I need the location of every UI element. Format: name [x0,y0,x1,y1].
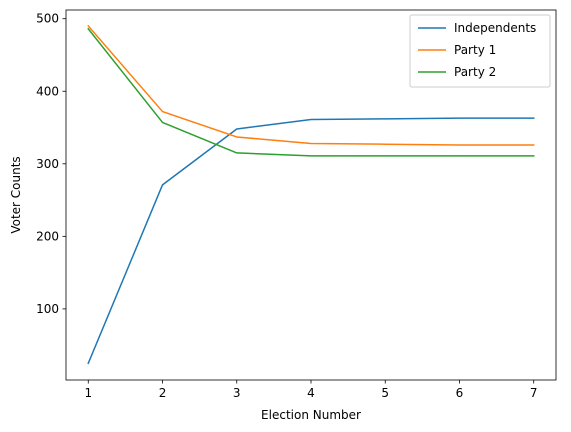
legend-label: Party 1 [454,43,496,57]
x-axis-ticks: 1 2 3 4 5 6 7 [84,380,538,400]
x-tick-label: 4 [307,386,315,400]
x-tick-label: 2 [159,386,167,400]
legend-label: Independents [454,21,536,35]
x-tick-label: 5 [381,386,389,400]
y-tick-label: 200 [36,229,59,243]
y-tick-label: 300 [36,157,59,171]
y-tick-label: 100 [36,302,59,316]
y-tick-label: 500 [36,12,59,26]
x-axis-label: Election Number [261,408,361,422]
y-axis-ticks: 100 200 300 400 500 [36,12,66,316]
x-tick-label: 6 [456,386,464,400]
x-tick-label: 1 [84,386,92,400]
series-line-independents [87,117,535,365]
y-tick-label: 400 [36,84,59,98]
x-tick-label: 7 [530,386,538,400]
series-layer [87,24,535,365]
legend-label: Party 2 [454,65,496,79]
legend: Independents Party 1 Party 2 [409,14,551,88]
y-axis-label: Voter Counts [9,156,23,233]
x-tick-label: 3 [233,386,241,400]
legend-box [409,14,551,88]
series-line-party-2 [87,27,535,157]
series-line-party-1 [87,24,535,146]
